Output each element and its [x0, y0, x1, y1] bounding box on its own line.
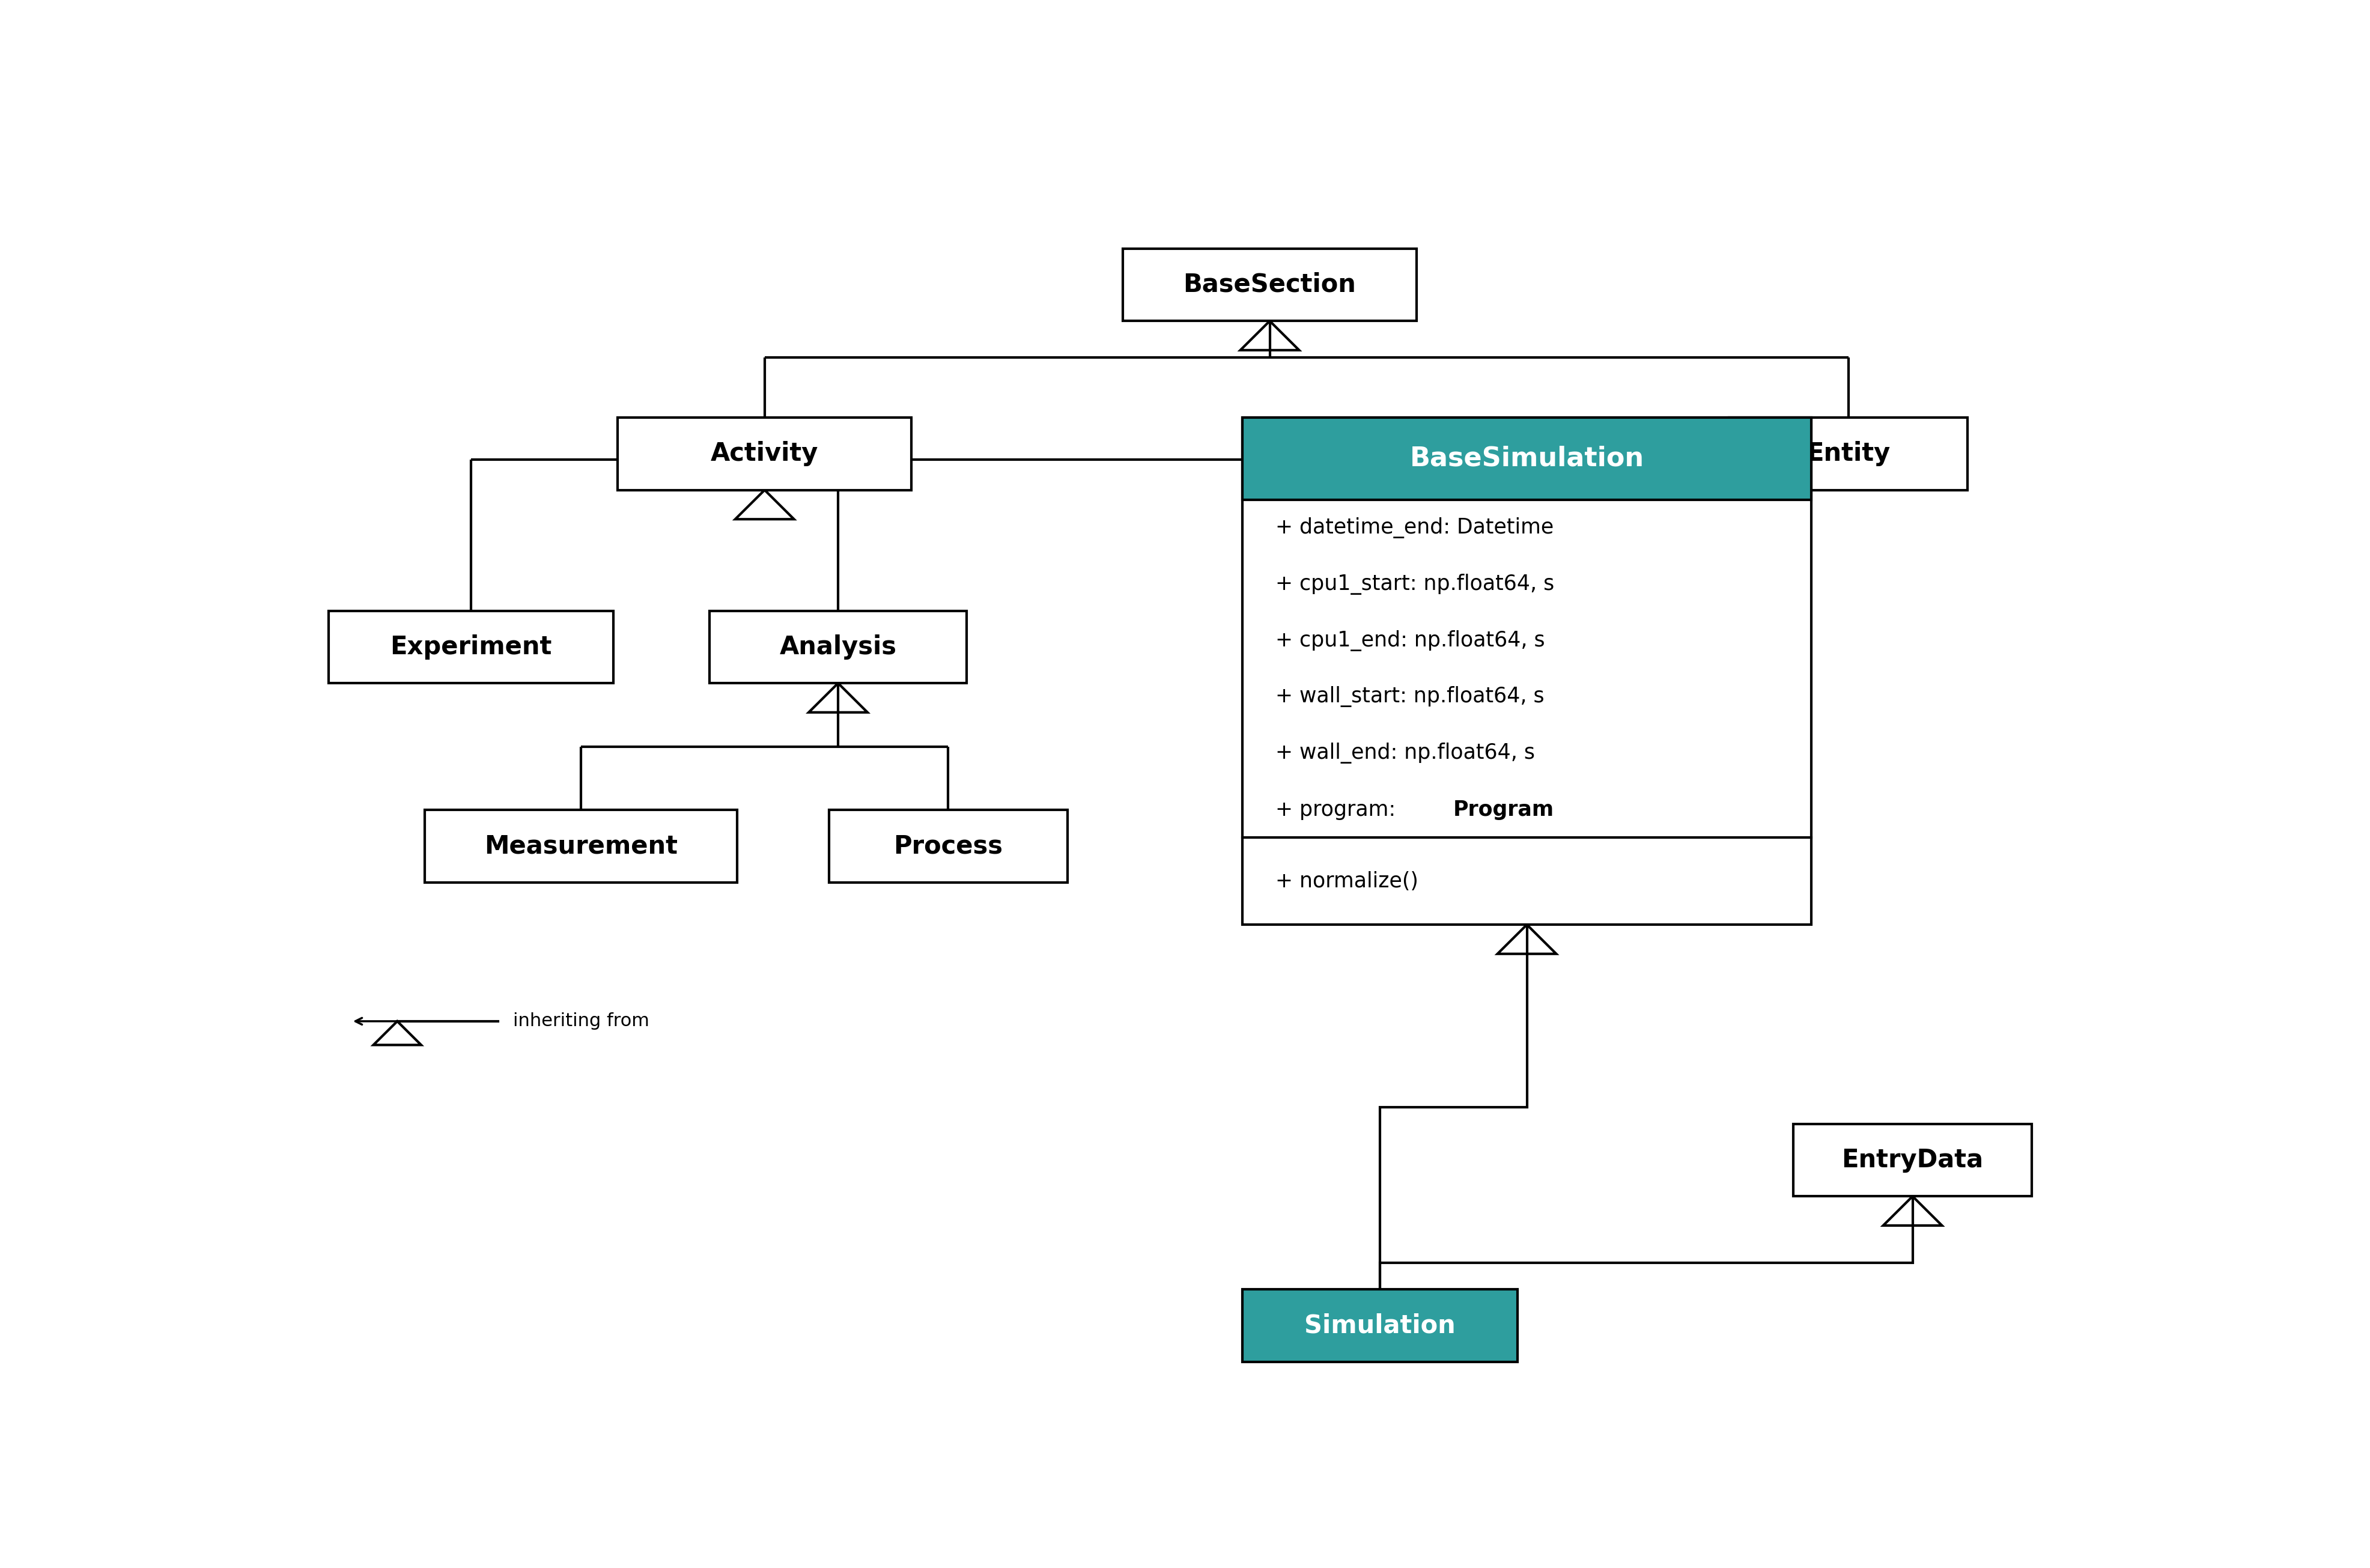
Text: + normalize(): + normalize() [1275, 870, 1417, 891]
Bar [830, 811, 1066, 883]
Text: BaseSection: BaseSection [1183, 273, 1356, 298]
Bar [1730, 417, 1967, 489]
Text: + cpu1_start: np.float64, s: + cpu1_start: np.float64, s [1275, 574, 1555, 594]
Bar [329, 610, 614, 684]
Text: Process: Process [893, 834, 1003, 859]
Text: Entity: Entity [1806, 441, 1891, 466]
Text: Activity: Activity [711, 441, 818, 466]
Text: Measurement: Measurement [483, 834, 678, 859]
Bar [424, 811, 737, 883]
Text: + program:: + program: [1275, 800, 1403, 820]
Text: Experiment: Experiment [389, 635, 552, 660]
Text: Analysis: Analysis [780, 635, 896, 660]
Bar [1242, 417, 1811, 500]
Text: EntryData: EntryData [1841, 1148, 1984, 1173]
Text: + wall_end: np.float64, s: + wall_end: np.float64, s [1275, 743, 1536, 764]
Text: + cpu1_end: np.float64, s: + cpu1_end: np.float64, s [1275, 630, 1545, 651]
Text: Simulation: Simulation [1304, 1312, 1455, 1338]
Bar [709, 610, 967, 684]
Bar [1242, 417, 1811, 925]
Bar [1242, 1289, 1517, 1361]
Text: + datetime_end: Datetime: + datetime_end: Datetime [1275, 517, 1555, 538]
Bar [1794, 1124, 2031, 1196]
Bar [1123, 248, 1417, 321]
Text: + wall_start: np.float64, s: + wall_start: np.float64, s [1275, 687, 1545, 707]
Text: Program: Program [1453, 800, 1555, 820]
Text: BaseSimulation: BaseSimulation [1410, 445, 1645, 472]
Bar [619, 417, 912, 489]
Text: inheriting from: inheriting from [512, 1013, 649, 1030]
